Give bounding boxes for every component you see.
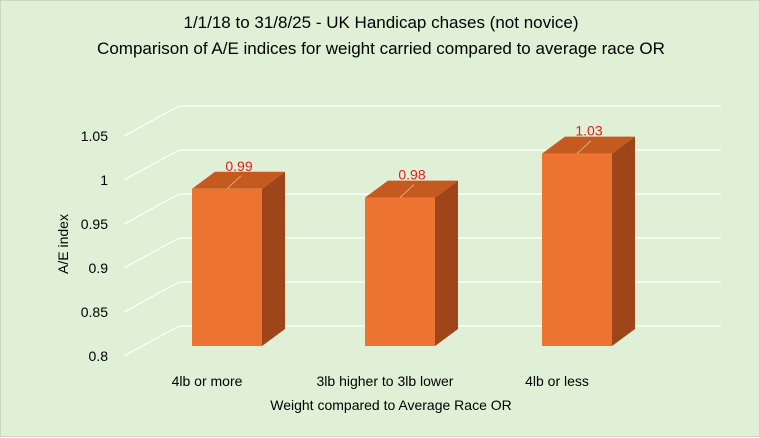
x-category-labels: 4lb or more 3lb higher to 3lb lower 4lb or… xyxy=(172,373,589,389)
bar xyxy=(365,180,458,346)
gridlines xyxy=(123,105,721,357)
data-label-leader xyxy=(399,184,415,198)
x-category-label: 4lb or less xyxy=(525,373,589,389)
bar-top xyxy=(542,136,635,154)
data-label: 0.99 xyxy=(225,158,252,174)
data-label-leader xyxy=(576,140,592,154)
data-label: 0.98 xyxy=(398,167,425,183)
x-category-label: 4lb or more xyxy=(172,373,243,389)
bar-front xyxy=(365,197,435,346)
gridline xyxy=(123,237,721,269)
bar-top xyxy=(192,171,285,189)
bar-side xyxy=(435,180,458,346)
bars xyxy=(192,136,635,346)
y-axis-title: A/E index xyxy=(55,214,71,274)
y-tick-label: 0.8 xyxy=(89,348,109,364)
bar-front xyxy=(192,188,262,346)
y-tick-label: 0.95 xyxy=(81,216,108,232)
chart-title-line-1: 1/1/18 to 31/8/25 - UK Handicap chases (… xyxy=(183,13,578,32)
x-category-label: 3lb higher to 3lb lower xyxy=(317,373,454,389)
bar xyxy=(192,171,285,346)
gridline xyxy=(123,105,721,137)
gridline xyxy=(123,193,721,225)
y-tick-labels: 0.8 0.85 0.9 0.95 1 1.05 xyxy=(81,128,108,364)
y-tick-label: 0.85 xyxy=(81,304,108,320)
gridline xyxy=(123,281,721,313)
bar-side xyxy=(612,136,635,346)
y-tick-label: 1.05 xyxy=(81,128,108,144)
bar xyxy=(542,136,635,346)
x-axis-title: Weight compared to Average Race OR xyxy=(270,397,512,413)
bar-front xyxy=(542,153,612,346)
bar-side xyxy=(262,171,285,346)
bar-top xyxy=(365,180,458,198)
data-label-leader xyxy=(226,175,242,190)
chart-title-line-2: Comparison of A/E indices for weight car… xyxy=(97,39,665,58)
data-labels: 0.99 0.98 1.03 xyxy=(225,123,603,198)
gridline xyxy=(123,325,721,357)
gridline xyxy=(123,149,721,181)
y-tick-label: 0.9 xyxy=(89,260,109,276)
data-label: 1.03 xyxy=(575,123,602,139)
y-tick-label: 1 xyxy=(100,172,108,188)
